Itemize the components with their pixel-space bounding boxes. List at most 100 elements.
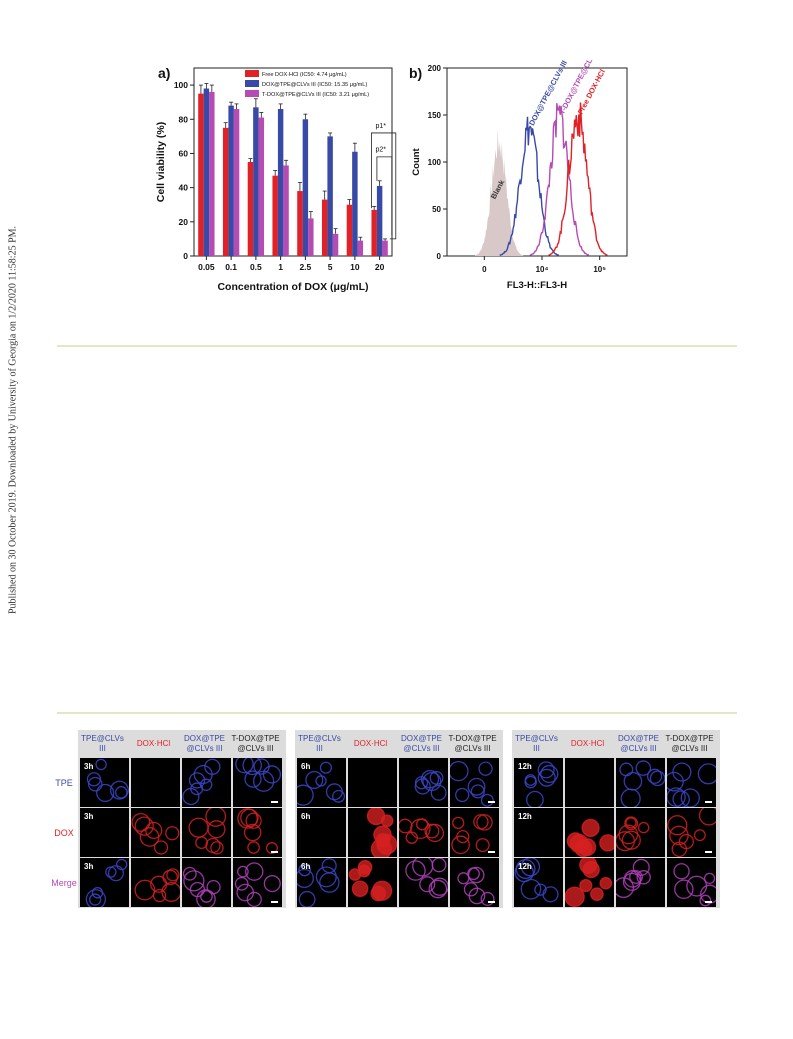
bar	[222, 127, 229, 257]
bar	[308, 218, 314, 256]
cell-rings	[85, 858, 128, 907]
cell-ring	[425, 823, 445, 843]
micrograph-cell: 3h	[80, 758, 129, 807]
legend-label: Free DOX·HCl (IC50: 4.74 μg/mL)	[262, 72, 347, 78]
cell-ring	[305, 770, 324, 790]
cell-rings	[565, 858, 613, 907]
cell-rings	[616, 858, 651, 899]
micrograph-cell	[450, 758, 499, 807]
cell-ring	[463, 882, 479, 897]
cell-ring	[590, 887, 604, 901]
cell-ring	[134, 879, 156, 901]
cell-ring	[671, 841, 688, 857]
cell-rings	[366, 808, 397, 857]
x-tick-label: 10	[350, 262, 360, 272]
cell-rings	[234, 862, 281, 907]
y-axis-label: Cell viability (%)	[155, 122, 167, 203]
time-label: 12h	[518, 762, 532, 771]
y-axis-label: Count	[411, 147, 422, 175]
cell-ring	[244, 770, 262, 788]
bar	[382, 240, 388, 256]
microscopy-panel-6h: TPE@CLVs III DOX·HCl DOX@TPE @CLVs III T-DO…	[295, 730, 503, 908]
cell-rings	[667, 808, 716, 857]
bar	[346, 204, 353, 256]
bar	[283, 165, 289, 256]
panel-label-a: a)	[158, 65, 170, 81]
micrograph-cell	[399, 758, 448, 807]
micrograph-cell	[616, 858, 665, 907]
microscopy-panel-12h: TPE@CLVs III DOX·HCl DOX@TPE @CLVs III T-DO…	[512, 730, 720, 908]
cell-ring	[624, 816, 639, 831]
cell-ring	[405, 831, 418, 844]
x-tick-label: 0.5	[250, 262, 262, 272]
cell-ring	[467, 777, 486, 796]
y-tick-label: 40	[179, 183, 189, 193]
bar	[297, 191, 303, 256]
cell-viability-bar-chart: a) 0 20 40 60 80 100 0.05 0.1 0.5 1 2.5 5 10 20 Concent…	[155, 65, 397, 293]
cell-ring	[574, 838, 593, 857]
bar	[302, 119, 309, 256]
cell-ring	[243, 823, 262, 842]
column-header: DOX·HCl	[136, 739, 171, 748]
microscopy-panel-3h: TPE@CLVs III DOX·HCl DOX@TPE @CLVs III T-DO…	[78, 730, 286, 908]
micrograph-cell	[233, 758, 282, 807]
microscopy-figure: TPE@CLVs III DOX·HCl DOX@TPE @CLVs III T-DO…	[51, 730, 721, 908]
cell-ring	[348, 868, 362, 881]
bar	[228, 105, 234, 256]
micrograph-cell: 3h	[80, 858, 129, 907]
cell-ring	[131, 812, 151, 832]
cell-ring	[183, 870, 205, 892]
cell-rings	[237, 808, 278, 855]
cell-ring	[467, 866, 485, 884]
cell-ring	[581, 818, 600, 838]
cell-ring	[150, 875, 168, 893]
cell-ring	[405, 860, 426, 881]
cell-rings	[566, 818, 614, 857]
cell-rings	[134, 868, 180, 903]
time-label: 6h	[301, 762, 311, 771]
scale-bar	[271, 851, 278, 853]
cell-ring	[703, 872, 716, 885]
cell-rings	[524, 761, 559, 807]
y-tick-label: 50	[432, 205, 441, 214]
column-header: TPE@CLVs III	[81, 734, 124, 753]
cell-ring	[450, 760, 469, 782]
micrograph-cell	[399, 808, 448, 857]
cell-ring	[190, 782, 204, 796]
cell-ring	[478, 761, 493, 776]
cell-ring	[698, 808, 716, 826]
micrograph-cell: 12h	[514, 808, 563, 857]
y-tick-label: 20	[179, 217, 189, 227]
bar	[371, 209, 377, 256]
cell-ring	[91, 886, 104, 899]
cell-ring	[95, 758, 107, 771]
cell-rings	[182, 758, 221, 806]
cell-ring	[646, 768, 663, 784]
histogram-curve	[529, 103, 590, 256]
micrograph-cell	[616, 808, 665, 857]
bar	[209, 91, 215, 256]
column-header: TPE@CLVs III	[298, 734, 341, 753]
cell-ring	[451, 835, 470, 855]
cell-ring	[145, 821, 163, 840]
cell-rings	[414, 769, 447, 801]
cell-ring	[579, 858, 598, 874]
x-tick-label: 2.5	[299, 262, 311, 272]
bar	[233, 109, 240, 256]
cell-ring	[565, 886, 585, 907]
cell-ring	[297, 784, 314, 806]
scale-bar	[488, 801, 495, 803]
cell-ring	[205, 808, 227, 827]
y-tick-label: 0	[183, 251, 188, 261]
micrograph-cell	[131, 808, 180, 857]
y-tick-label: 80	[179, 114, 189, 124]
y-tick-label: 100	[428, 158, 442, 167]
cell-rings	[235, 758, 282, 792]
cell-ring	[649, 770, 665, 787]
micrograph-cell	[348, 858, 397, 907]
micrograph-cell	[131, 858, 180, 907]
x-tick-label: 0.05	[198, 262, 215, 272]
cell-ring	[188, 772, 206, 789]
time-label: 6h	[301, 862, 311, 871]
time-label: 3h	[84, 812, 94, 821]
